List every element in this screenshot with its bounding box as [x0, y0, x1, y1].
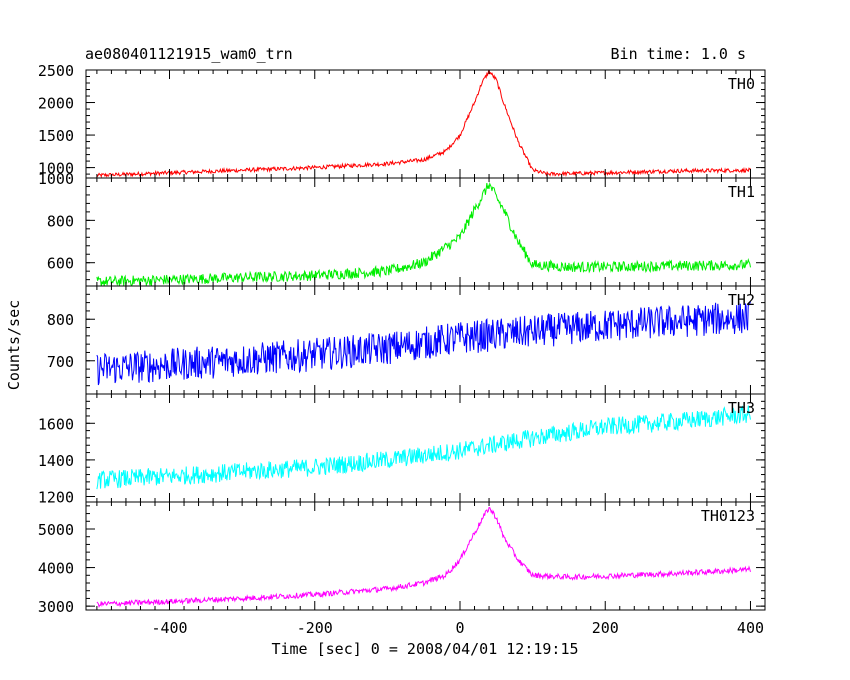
panel-label: TH2 [728, 291, 755, 309]
y-tick-label: 5000 [38, 521, 74, 539]
y-tick-label: 1600 [38, 415, 74, 433]
y-axis-label: Counts/sec [5, 300, 23, 390]
panel-frame [85, 393, 766, 503]
series-th1 [96, 181, 751, 286]
y-tick-label: 1200 [38, 489, 74, 507]
panel-th0123: 3000 4000 5000 TH0123 [38, 501, 766, 616]
y-tick-label: 4000 [38, 560, 74, 578]
series-th2 [96, 301, 751, 386]
series-th0 [96, 70, 751, 178]
y-tick-label: 800 [47, 212, 74, 230]
y-tick-label: 1400 [38, 452, 74, 470]
y-tick-label: 3000 [38, 598, 74, 616]
y-tick-label: 600 [47, 255, 74, 273]
panel-label: TH1 [728, 183, 755, 201]
panel-th3: 1200 1400 1600 TH3 [38, 393, 766, 507]
panel-frame [85, 501, 766, 611]
panel-th2: 700 800 TH2 [47, 285, 766, 395]
x-axis-label: Time [sec] 0 = 2008/04/01 12:19:15 [271, 640, 578, 658]
x-tick-label: 200 [592, 619, 619, 637]
x-tick-label: 400 [737, 619, 764, 637]
x-tick-label: 0 [455, 619, 464, 637]
y-tick-label: 2500 [38, 62, 74, 80]
bin-time-label: Bin time: 1.0 s [611, 45, 746, 63]
x-tick-label: -200 [297, 619, 333, 637]
panel-frame [85, 69, 766, 179]
y-tick-label: 1500 [38, 127, 74, 145]
x-tick-label: -400 [151, 619, 187, 637]
panels-group: 1000150020002500TH06008001000TH1700800TH… [38, 62, 766, 637]
series-th0123 [96, 507, 751, 609]
panel-label: TH3 [728, 399, 755, 417]
panel-th1: 600 800 1000 TH1 [38, 170, 766, 287]
y-tick-label: 2000 [38, 95, 74, 113]
panel-frame [85, 177, 766, 287]
panel-label: TH0123 [701, 507, 755, 525]
series-th3 [96, 405, 751, 490]
y-tick-label: 1000 [38, 160, 74, 178]
chart-title: ae080401121915_wam0_trn [85, 45, 293, 63]
panel-label: TH0 [728, 75, 755, 93]
y-tick-label: 700 [47, 353, 74, 371]
panel-th0: 1000 1500 2000 2500 TH0 [38, 62, 766, 179]
y-tick-label: 800 [47, 311, 74, 329]
y-tick-label: 1000 [38, 170, 74, 188]
